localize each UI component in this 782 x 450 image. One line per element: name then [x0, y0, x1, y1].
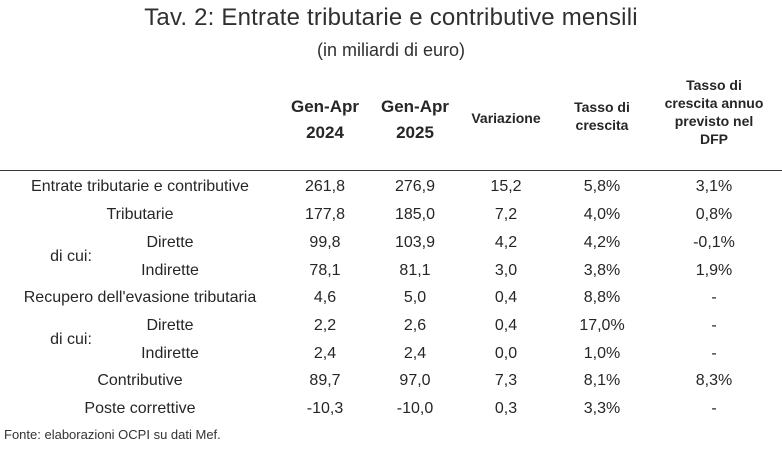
row-label: Poste correttive	[84, 400, 196, 417]
value-dfp-rate: 8,3%	[695, 372, 733, 389]
row-label: Dirette	[146, 317, 194, 334]
header-gen-apr-2025: Gen-Apr 2025	[370, 94, 460, 146]
header-line: crescita	[575, 117, 629, 133]
header-line: DFP	[700, 131, 728, 147]
value-2025: 103,9	[394, 234, 436, 251]
header-line: Tasso di	[574, 99, 630, 115]
header-tasso-previsto-dfp: Tasso di crescita annuo previsto nel DFP	[652, 76, 776, 148]
header-gen-apr-2024: Gen-Apr 2024	[280, 94, 370, 146]
value-2024: 261,8	[304, 178, 346, 195]
value-2025: 81,1	[399, 262, 431, 279]
value-2025: 5,0	[403, 289, 427, 306]
value-2024: 78,1	[309, 262, 341, 279]
header-line: Variazione	[471, 110, 541, 126]
value-dfp-rate: -	[711, 345, 717, 362]
value-2024: 99,8	[309, 234, 341, 251]
header-line: Tasso di	[686, 77, 742, 93]
header-line: previsto nel	[674, 113, 754, 129]
value-2025: -10,0	[396, 400, 434, 417]
row-label: Indirette	[141, 262, 199, 279]
header-line: 2024	[306, 123, 344, 142]
value-growth-rate: 1,0%	[583, 345, 621, 362]
value-growth-rate: 8,8%	[583, 289, 621, 306]
value-dfp-rate: -	[711, 289, 717, 306]
header-divider	[0, 170, 782, 171]
header-tasso-crescita: Tasso di crescita	[552, 98, 652, 134]
value-growth-rate: 5,8%	[583, 178, 621, 195]
value-variation: 15,2	[490, 178, 522, 195]
value-growth-rate: 4,0%	[583, 206, 621, 223]
header-line: Gen-Apr	[381, 97, 449, 116]
value-dfp-rate: 3,1%	[695, 178, 733, 195]
table-row: Dirette 2,2 2,6 0,4 17,0% -	[0, 312, 782, 340]
value-2025: 97,0	[399, 372, 431, 389]
row-label: Indirette	[141, 345, 199, 362]
row-label: Contributive	[97, 372, 183, 389]
value-variation: 4,2	[494, 234, 518, 251]
header-line: 2025	[396, 123, 434, 142]
value-2024: 177,8	[304, 206, 346, 223]
value-2024: 89,7	[309, 372, 341, 389]
group-label-di-cui: di cui:	[50, 331, 92, 348]
value-variation: 3,0	[494, 262, 518, 279]
value-variation: 0,4	[494, 317, 518, 334]
value-2024: 4,6	[313, 289, 337, 306]
header-line: Gen-Apr	[291, 97, 359, 116]
table-row: Contributive 89,7 97,0 7,3 8,1% 8,3%	[0, 367, 782, 395]
value-variation: 0,0	[494, 345, 518, 362]
value-dfp-rate: -	[711, 317, 717, 334]
table-row: Entrate tributarie e contributive 261,8 …	[0, 173, 782, 201]
value-2024: 2,2	[313, 317, 337, 334]
value-2024: 2,4	[313, 345, 337, 362]
value-2025: 185,0	[394, 206, 436, 223]
row-label: Recupero dell'evasione tributaria	[23, 289, 257, 306]
source-note: Fonte: elaborazioni OCPI su dati Mef.	[4, 427, 221, 442]
group-label-di-cui: di cui:	[50, 248, 92, 265]
table-subtitle: (in miliardi di euro)	[316, 40, 466, 60]
value-dfp-rate: -	[711, 400, 717, 417]
table-row: Indirette 78,1 81,1 3,0 3,8% 1,9%	[0, 257, 782, 285]
table-row: Poste correttive -10,3 -10,0 0,3 3,3% -	[0, 395, 782, 423]
value-variation: 7,2	[494, 206, 518, 223]
table-row: Indirette 2,4 2,4 0,0 1,0% -	[0, 340, 782, 368]
value-variation: 0,4	[494, 289, 518, 306]
row-label: Dirette	[146, 234, 194, 251]
value-growth-rate: 17,0%	[579, 317, 625, 334]
table-row: Tributarie 177,8 185,0 7,2 4,0% 0,8%	[0, 201, 782, 229]
value-dfp-rate: 0,8%	[695, 206, 733, 223]
value-dfp-rate: -0,1%	[693, 234, 735, 251]
value-variation: 0,3	[494, 400, 518, 417]
table-row: Dirette 99,8 103,9 4,2 4,2% -0,1%	[0, 229, 782, 257]
value-growth-rate: 8,1%	[583, 372, 621, 389]
value-2025: 2,6	[403, 317, 427, 334]
row-label: Entrate tributarie e contributive	[31, 178, 249, 195]
value-growth-rate: 3,8%	[583, 262, 621, 279]
value-growth-rate: 3,3%	[583, 400, 621, 417]
value-2025: 2,4	[403, 345, 427, 362]
table-title: Tav. 2: Entrate tributarie e contributiv…	[144, 4, 638, 31]
table-row: Recupero dell'evasione tributaria 4,6 5,…	[0, 284, 782, 312]
header-variazione: Variazione	[460, 109, 552, 127]
value-2025: 276,9	[394, 178, 436, 195]
header-line: crescita annuo	[664, 95, 764, 111]
row-label: Tributarie	[106, 206, 174, 223]
value-2024: -10,3	[306, 400, 344, 417]
value-dfp-rate: 1,9%	[695, 262, 733, 279]
value-variation: 7,3	[494, 372, 518, 389]
value-growth-rate: 4,2%	[583, 234, 621, 251]
